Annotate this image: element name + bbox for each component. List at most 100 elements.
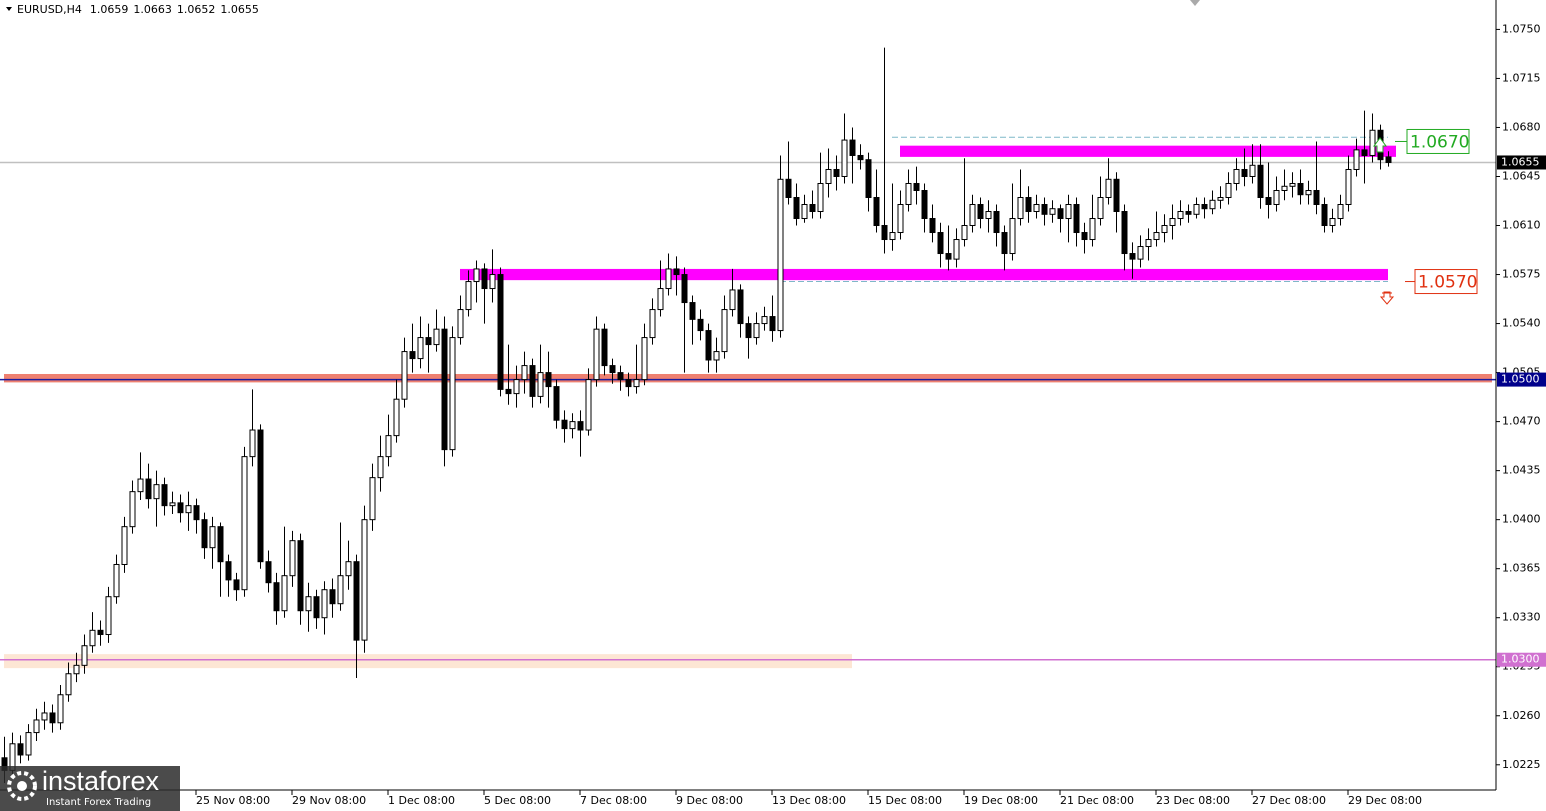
- candle-body: [1233, 168, 1240, 184]
- candle-body: [977, 204, 984, 220]
- candle-body: [281, 575, 288, 612]
- candle-body: [593, 328, 600, 381]
- price-tag: [1497, 652, 1546, 667]
- candle-body: [289, 540, 296, 577]
- candle-body: [913, 182, 920, 191]
- candle-body: [729, 289, 736, 311]
- y-tick-label: 1.0750: [1502, 22, 1541, 35]
- candle-body: [249, 429, 256, 458]
- candle-body: [377, 456, 384, 479]
- candle-body: [1161, 225, 1168, 234]
- candle-body: [881, 225, 888, 241]
- candle-body: [537, 372, 544, 397]
- x-tick-label: 9 Dec 08:00: [676, 794, 743, 807]
- zone: [900, 145, 1396, 157]
- candle-body: [225, 561, 232, 581]
- candle-body: [625, 379, 632, 388]
- quote-low: 1.0652: [177, 3, 216, 16]
- candle-body: [113, 563, 120, 598]
- annotation-label: 1.0670: [1410, 132, 1469, 152]
- watermark-bg: [0, 766, 180, 811]
- candle-body: [489, 274, 496, 290]
- candle-body: [529, 365, 536, 397]
- candle-body: [361, 519, 368, 641]
- candle-body: [1273, 189, 1280, 206]
- candle-body: [49, 712, 56, 724]
- candle-body: [561, 419, 568, 430]
- candle-body: [1057, 208, 1064, 220]
- candle-body: [1249, 164, 1256, 177]
- x-tick-label: 19 Dec 08:00: [964, 794, 1038, 807]
- x-tick-label: 1 Dec 08:00: [388, 794, 455, 807]
- y-tick-label: 1.0645: [1502, 169, 1541, 182]
- candle-body: [1337, 204, 1344, 220]
- plot-area: [0, 47, 1496, 783]
- candle-body: [1297, 182, 1304, 196]
- price-tag-label: 1.0655: [1501, 155, 1540, 168]
- down-arrow: [1379, 291, 1395, 305]
- candle-body: [1329, 218, 1336, 227]
- y-tick-label: 1.0680: [1502, 120, 1541, 133]
- candle-body: [1353, 149, 1360, 170]
- candle-body: [65, 673, 72, 696]
- x-tick-label: 23 Dec 08:00: [1156, 794, 1230, 807]
- x-tick-label: 5 Dec 08:00: [484, 794, 551, 807]
- candle-body: [1065, 204, 1072, 220]
- candle-body: [833, 168, 840, 177]
- candle-body: [585, 379, 592, 431]
- candle-body: [785, 178, 792, 199]
- candle-body: [697, 318, 704, 332]
- x-tick-label: 21 Dec 08:00: [1060, 794, 1134, 807]
- candle-body: [601, 328, 608, 367]
- candle-body: [1313, 189, 1320, 206]
- candle-body: [497, 274, 504, 390]
- candle-body: [665, 268, 672, 290]
- candle-body: [329, 589, 336, 605]
- candle-body: [577, 421, 584, 431]
- y-tick-label: 1.0365: [1502, 562, 1541, 575]
- price-tag-label: 1.0500: [1501, 373, 1540, 386]
- candle-body: [201, 519, 208, 549]
- candle-body: [25, 732, 32, 756]
- candle-body: [121, 526, 128, 565]
- candle-body: [641, 337, 648, 381]
- candle-body: [417, 337, 424, 360]
- candle-body: [569, 421, 576, 430]
- y-tick-label: 1.0435: [1502, 464, 1541, 477]
- candle-body: [1129, 253, 1136, 260]
- candle-body: [297, 540, 304, 612]
- candle-body: [809, 204, 816, 213]
- candle-body: [369, 477, 376, 521]
- watermark-logo: [7, 771, 37, 801]
- candle-body: [105, 596, 112, 636]
- candle-body: [633, 379, 640, 388]
- candle-body: [321, 589, 328, 619]
- price-tag: [1497, 372, 1546, 387]
- candle-body: [177, 502, 184, 514]
- candle-body: [873, 197, 880, 227]
- candle-body: [81, 645, 88, 666]
- candle-body: [657, 288, 664, 311]
- candle-body: [1049, 208, 1056, 215]
- candle-body: [1041, 204, 1048, 215]
- candle-body: [513, 379, 520, 395]
- candle-body: [41, 712, 48, 721]
- candle-body: [1201, 204, 1208, 210]
- candle-body: [353, 561, 360, 641]
- candle-body: [1105, 178, 1112, 199]
- candle-body: [409, 351, 416, 360]
- candle-body: [921, 189, 928, 220]
- y-tick-label: 1.0610: [1502, 219, 1541, 232]
- candle-body: [1145, 239, 1152, 248]
- candle-body: [1265, 197, 1272, 206]
- candle-body: [769, 316, 776, 332]
- annotation-label: 1.0570: [1418, 273, 1477, 293]
- y-tick-label: 1.0715: [1502, 71, 1541, 84]
- candle-body: [153, 484, 160, 500]
- candle-body: [553, 386, 560, 421]
- candle-body: [209, 526, 216, 549]
- candle-body: [457, 309, 464, 339]
- candle-body: [89, 629, 96, 647]
